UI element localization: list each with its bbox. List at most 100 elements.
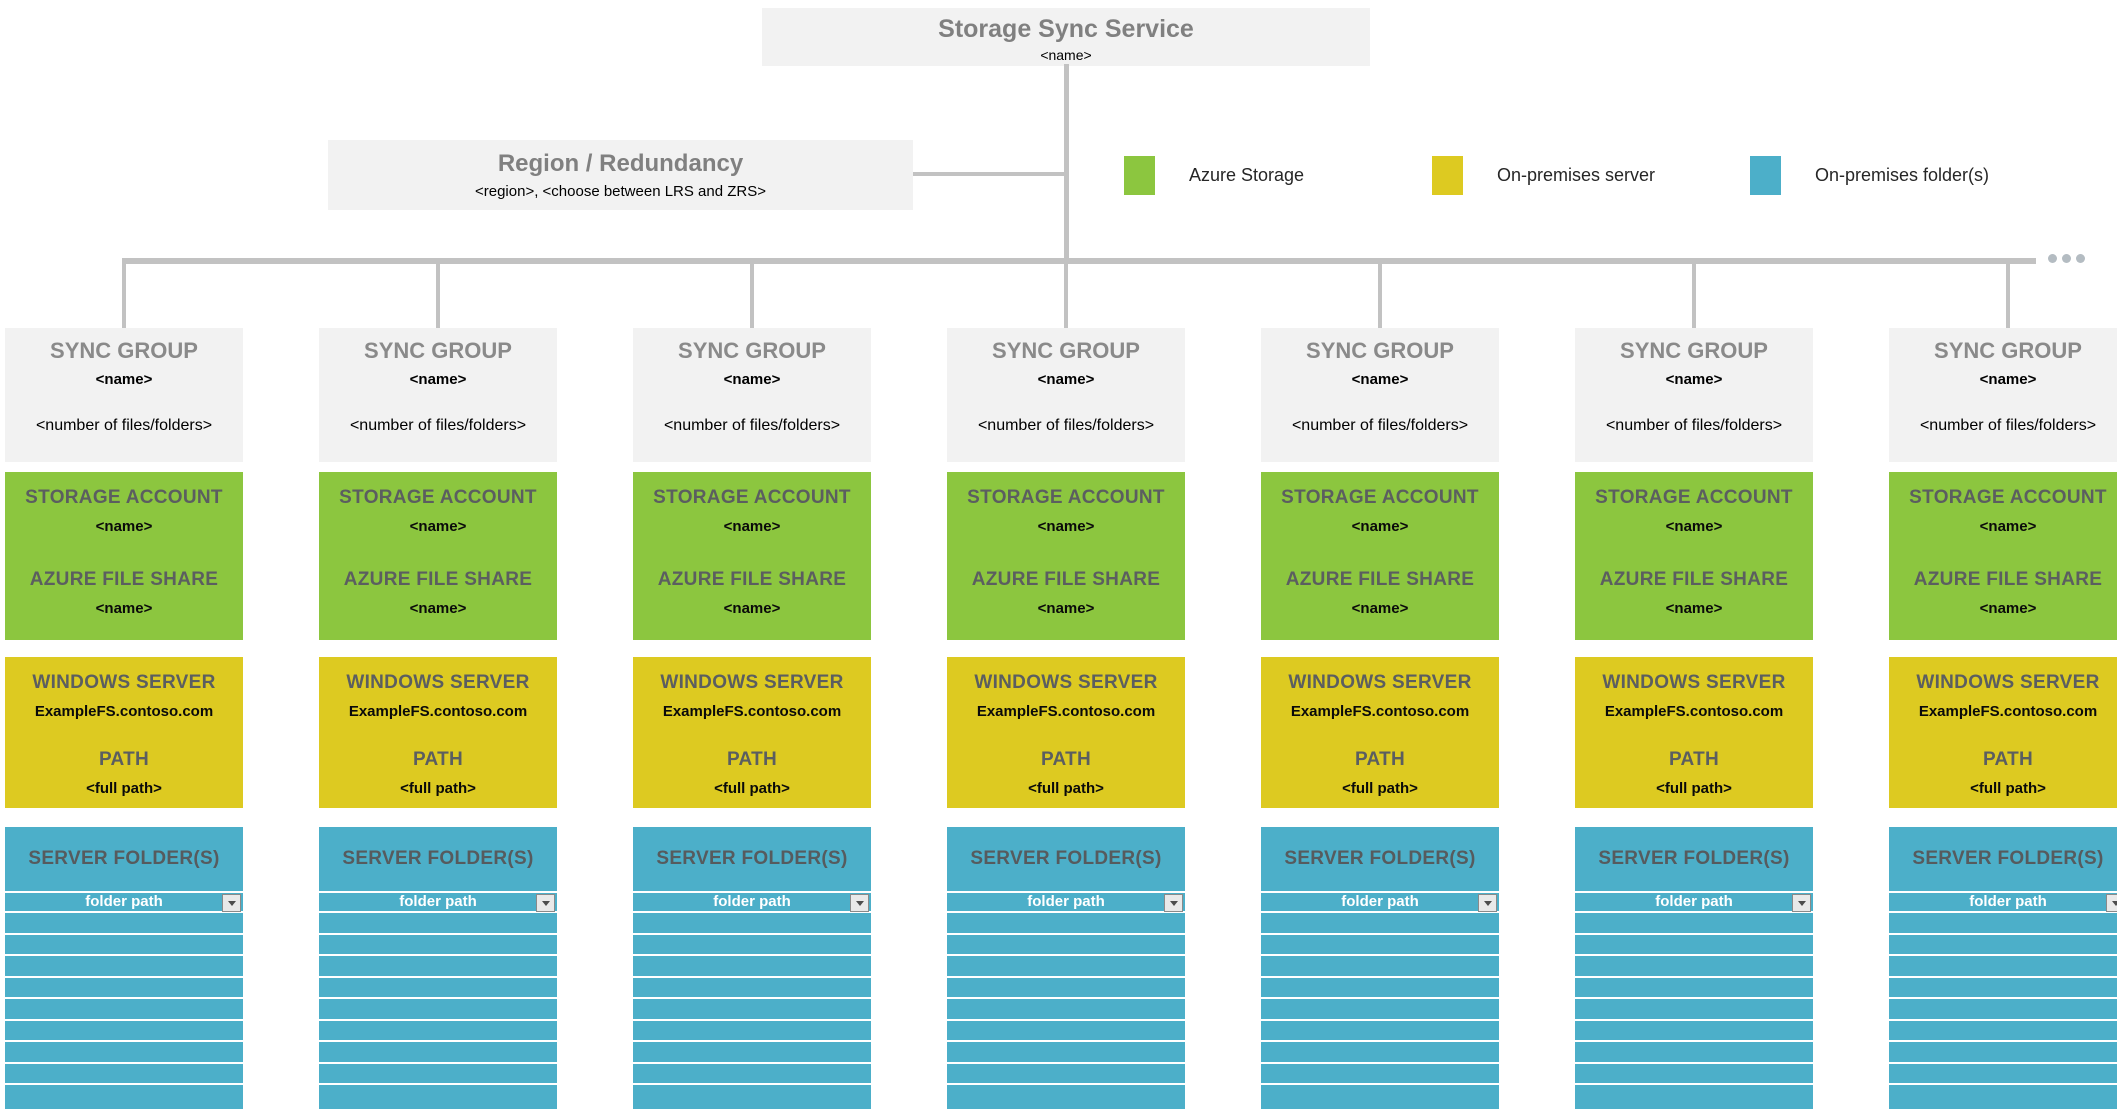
folder-path-dropdown-button[interactable] xyxy=(2106,894,2117,912)
folder-row[interactable] xyxy=(1575,1042,1813,1064)
folder-row[interactable] xyxy=(947,978,1185,1000)
folder-path-cell[interactable]: folder path xyxy=(1575,891,1813,913)
folder-row[interactable] xyxy=(1889,1042,2117,1064)
folder-path-value: folder path xyxy=(1341,892,1419,912)
folder-row[interactable] xyxy=(1575,999,1813,1021)
windows-server-label: WINDOWS SERVER xyxy=(1889,671,2117,695)
folder-row[interactable] xyxy=(947,1064,1185,1086)
folder-row[interactable] xyxy=(633,935,871,957)
folder-row[interactable] xyxy=(5,956,243,978)
folder-row[interactable] xyxy=(5,1042,243,1064)
folder-row[interactable] xyxy=(1261,913,1499,935)
folder-row[interactable] xyxy=(5,913,243,935)
folder-row[interactable] xyxy=(1889,999,2117,1021)
folder-row[interactable] xyxy=(633,978,871,1000)
folder-row[interactable] xyxy=(633,913,871,935)
sync-group-count: <number of files/folders> xyxy=(1261,416,1499,436)
folder-empty-rows xyxy=(1889,913,2117,1085)
folder-row[interactable] xyxy=(1575,978,1813,1000)
folder-path-dropdown-button[interactable] xyxy=(536,894,555,912)
folder-row[interactable] xyxy=(947,935,1185,957)
folder-row[interactable] xyxy=(1261,1042,1499,1064)
folder-row[interactable] xyxy=(947,1021,1185,1043)
folder-path-value: folder path xyxy=(1969,892,2047,912)
sync-group-name: <name> xyxy=(5,370,243,390)
server-folders-label: SERVER FOLDER(S) xyxy=(1889,827,2117,891)
folder-row[interactable] xyxy=(1575,913,1813,935)
folder-row[interactable] xyxy=(947,913,1185,935)
folder-row[interactable] xyxy=(633,1021,871,1043)
folder-row[interactable] xyxy=(1575,1021,1813,1043)
folder-row[interactable] xyxy=(5,935,243,957)
folder-row[interactable] xyxy=(319,956,557,978)
folder-row[interactable] xyxy=(319,999,557,1021)
folder-row[interactable] xyxy=(1889,1021,2117,1043)
folder-path-cell[interactable]: folder path xyxy=(947,891,1185,913)
folder-row[interactable] xyxy=(1889,1064,2117,1086)
folder-row[interactable] xyxy=(319,978,557,1000)
azure-storage-box: STORAGE ACCOUNT <name> AZURE FILE SHARE … xyxy=(1889,472,2117,640)
sync-group-column: SYNC GROUP <name> <number of files/folde… xyxy=(1261,328,1499,1109)
folder-path-cell[interactable]: folder path xyxy=(1261,891,1499,913)
folder-row[interactable] xyxy=(1261,956,1499,978)
folder-row[interactable] xyxy=(947,956,1185,978)
folder-row[interactable] xyxy=(1261,1021,1499,1043)
sync-group-header-box: SYNC GROUP <name> <number of files/folde… xyxy=(319,328,557,462)
folder-row[interactable] xyxy=(947,1042,1185,1064)
azure-file-share-name: <name> xyxy=(947,598,1185,620)
folder-row[interactable] xyxy=(1575,935,1813,957)
folder-row[interactable] xyxy=(319,1021,557,1043)
folder-path-dropdown-button[interactable] xyxy=(1478,894,1497,912)
folder-row[interactable] xyxy=(1261,999,1499,1021)
folder-row[interactable] xyxy=(1261,1064,1499,1086)
folder-row[interactable] xyxy=(1889,913,2117,935)
folder-row[interactable] xyxy=(5,1064,243,1086)
sync-group-header-box: SYNC GROUP <name> <number of files/folde… xyxy=(1889,328,2117,462)
folder-path-cell[interactable]: folder path xyxy=(1889,891,2117,913)
folder-row[interactable] xyxy=(1889,935,2117,957)
folder-path-cell[interactable]: folder path xyxy=(319,891,557,913)
sync-group-title: SYNC GROUP xyxy=(1261,338,1499,364)
connector-line-vertical xyxy=(1378,258,1382,328)
folder-row[interactable] xyxy=(947,999,1185,1021)
azure-storage-box: STORAGE ACCOUNT <name> AZURE FILE SHARE … xyxy=(319,472,557,640)
storage-account-name: <name> xyxy=(947,516,1185,538)
sync-group-column: SYNC GROUP <name> <number of files/folde… xyxy=(1889,328,2117,1109)
folder-row[interactable] xyxy=(633,1042,871,1064)
folder-row[interactable] xyxy=(1889,956,2117,978)
folder-row[interactable] xyxy=(1575,956,1813,978)
azure-file-share-name: <name> xyxy=(5,598,243,620)
folder-row[interactable] xyxy=(1575,1064,1813,1086)
folder-row[interactable] xyxy=(633,1064,871,1086)
folder-row[interactable] xyxy=(1889,978,2117,1000)
folder-row[interactable] xyxy=(5,999,243,1021)
folder-row[interactable] xyxy=(319,1042,557,1064)
folder-row[interactable] xyxy=(1261,935,1499,957)
folder-row[interactable] xyxy=(319,935,557,957)
folder-row[interactable] xyxy=(5,978,243,1000)
folder-row[interactable] xyxy=(5,1021,243,1043)
folder-path-cell[interactable]: folder path xyxy=(633,891,871,913)
folder-row[interactable] xyxy=(1261,978,1499,1000)
sync-group-name: <name> xyxy=(1261,370,1499,390)
chevron-down-icon xyxy=(856,901,864,906)
folder-row[interactable] xyxy=(319,913,557,935)
folder-row[interactable] xyxy=(633,999,871,1021)
folder-empty-rows xyxy=(319,913,557,1085)
folder-path-dropdown-button[interactable] xyxy=(222,894,241,912)
chevron-down-icon xyxy=(2112,901,2117,906)
folder-path-dropdown-button[interactable] xyxy=(850,894,869,912)
storage-account-label: STORAGE ACCOUNT xyxy=(947,486,1185,510)
path-value: <full path> xyxy=(633,778,871,800)
folder-row[interactable] xyxy=(319,1064,557,1086)
server-folders-label: SERVER FOLDER(S) xyxy=(5,827,243,891)
storage-sync-service-title: Storage Sync Service xyxy=(762,15,1370,44)
connector-line-vertical xyxy=(1692,258,1696,328)
folder-path-dropdown-button[interactable] xyxy=(1164,894,1183,912)
folder-path-cell[interactable]: folder path xyxy=(5,891,243,913)
server-folders-label: SERVER FOLDER(S) xyxy=(947,827,1185,891)
folder-path-dropdown-button[interactable] xyxy=(1792,894,1811,912)
folder-row[interactable] xyxy=(633,956,871,978)
server-folders-label: SERVER FOLDER(S) xyxy=(633,827,871,891)
chevron-down-icon xyxy=(228,901,236,906)
